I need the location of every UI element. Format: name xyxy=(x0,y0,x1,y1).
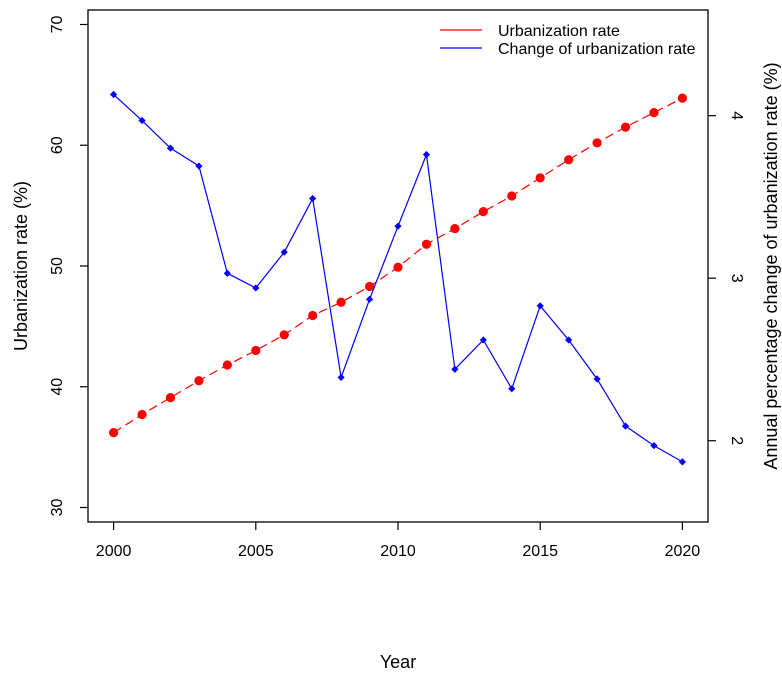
x-axis: 2000 2005 2010 2015 2020 xyxy=(96,522,701,560)
data-point xyxy=(280,248,288,256)
y-left-tick-label: 30 xyxy=(49,499,66,517)
y-right-tick-label: 3 xyxy=(728,274,745,283)
data-point xyxy=(252,284,260,292)
x-tick-label: 2005 xyxy=(238,543,274,560)
x-tick-label: 2000 xyxy=(96,543,132,560)
data-point xyxy=(337,373,345,381)
data-point xyxy=(365,295,374,303)
y-left-tick-label: 50 xyxy=(49,257,66,275)
y-right-tick-label: 4 xyxy=(728,111,745,120)
data-point xyxy=(478,207,488,217)
series-line-1 xyxy=(113,94,683,463)
data-point xyxy=(336,297,346,307)
data-point xyxy=(166,144,175,152)
data-point xyxy=(450,223,460,234)
data-point xyxy=(137,409,147,420)
x-tick-label: 2020 xyxy=(665,543,701,560)
y-left-tick-label: 60 xyxy=(49,136,66,154)
data-point xyxy=(364,281,375,292)
data-point xyxy=(536,302,544,310)
data-point xyxy=(620,122,631,132)
data-point xyxy=(251,345,261,356)
data-point xyxy=(535,173,545,183)
data-point xyxy=(649,108,659,118)
data-point xyxy=(222,360,232,370)
data-point xyxy=(564,155,574,165)
data-point xyxy=(195,162,203,170)
y-left-tick-label: 70 xyxy=(49,15,66,33)
data-point xyxy=(507,191,517,201)
legend: Urbanization rate Change of urbanization… xyxy=(440,23,696,58)
x-tick-label: 2015 xyxy=(522,543,558,560)
data-point xyxy=(109,90,118,99)
data-point xyxy=(451,365,459,373)
data-point xyxy=(677,93,688,103)
data-point xyxy=(194,376,204,386)
y-axis-right: 2 3 4 xyxy=(708,111,745,445)
data-point xyxy=(592,138,602,148)
legend-label-change-of-urbanization-rate: Change of urbanization rate xyxy=(498,41,696,58)
y-right-tick-label: 2 xyxy=(728,436,745,445)
x-axis-title: Year xyxy=(380,652,416,672)
y-axis-left-title: Urbanization rate (%) xyxy=(11,181,31,351)
data-point xyxy=(309,194,317,203)
data-point xyxy=(279,330,289,340)
data-point xyxy=(308,310,318,321)
data-point xyxy=(223,269,231,277)
y-axis-right-title: Annual percentage change of urbanization… xyxy=(761,62,781,469)
data-point xyxy=(393,262,403,272)
data-point xyxy=(565,336,573,344)
data-point xyxy=(108,428,119,438)
data-point xyxy=(650,442,658,450)
data-point xyxy=(508,385,516,393)
legend-label-urbanization-rate: Urbanization rate xyxy=(498,23,620,40)
data-point xyxy=(138,116,146,125)
y-left-tick-label: 40 xyxy=(49,378,66,396)
data-point xyxy=(621,422,630,430)
data-point xyxy=(394,222,402,230)
x-tick-label: 2010 xyxy=(380,543,416,560)
data-point xyxy=(422,151,431,159)
data-point xyxy=(479,336,487,344)
y-axis-left: 30 40 50 60 70 xyxy=(49,15,88,516)
data-point xyxy=(593,375,601,383)
data-point xyxy=(678,458,687,466)
data-point xyxy=(421,239,432,249)
data-point xyxy=(165,393,176,403)
series-layer xyxy=(108,90,688,466)
